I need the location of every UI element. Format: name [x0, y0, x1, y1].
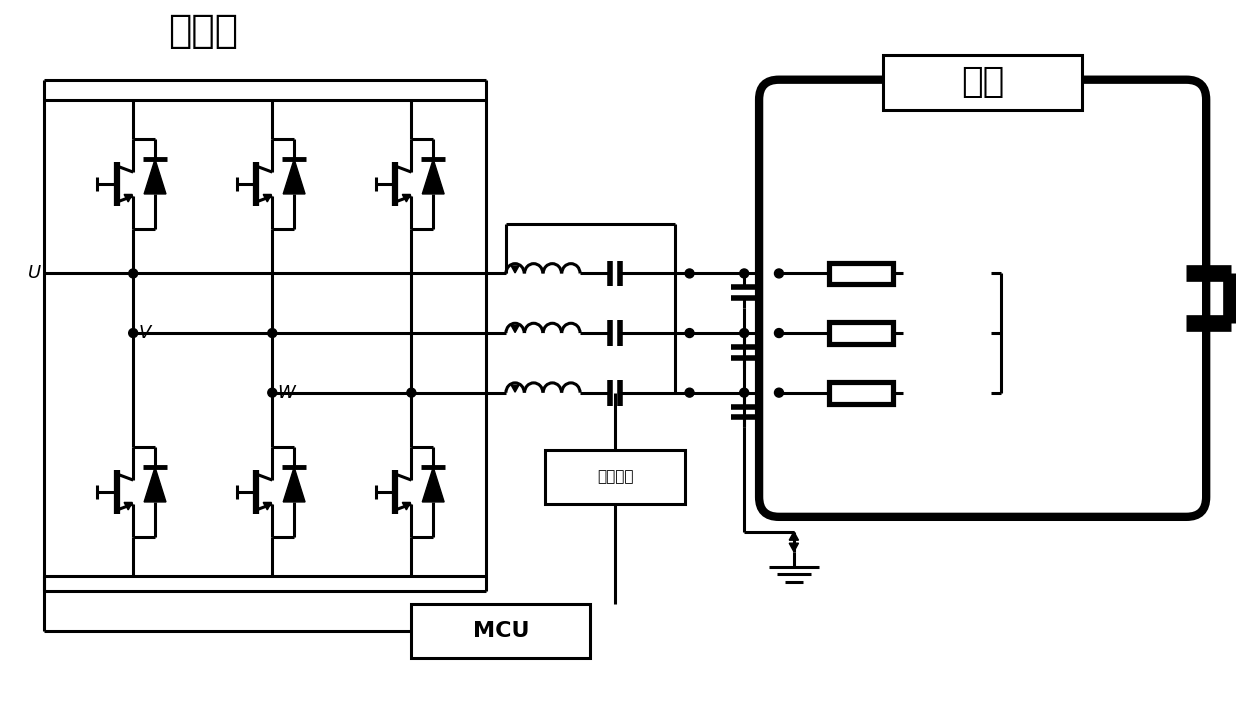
Text: V: V	[138, 324, 150, 342]
Polygon shape	[789, 543, 799, 551]
Circle shape	[684, 388, 694, 397]
Text: 电机: 电机	[961, 65, 1004, 99]
Polygon shape	[144, 159, 166, 194]
Circle shape	[775, 269, 784, 278]
Polygon shape	[124, 194, 133, 202]
Circle shape	[268, 329, 277, 337]
Polygon shape	[283, 467, 305, 502]
Polygon shape	[511, 326, 518, 332]
Polygon shape	[511, 266, 518, 273]
Polygon shape	[402, 194, 410, 202]
Text: U: U	[27, 264, 41, 282]
Polygon shape	[124, 503, 133, 510]
Polygon shape	[283, 159, 305, 194]
Bar	[828, 262, 893, 284]
Polygon shape	[789, 532, 799, 540]
Text: 传动装置: 传动装置	[596, 469, 634, 484]
Polygon shape	[263, 194, 272, 202]
Polygon shape	[423, 467, 444, 502]
Bar	[883, 55, 1083, 110]
Circle shape	[684, 269, 694, 278]
Bar	[546, 450, 684, 504]
Circle shape	[684, 329, 694, 337]
Bar	[828, 382, 893, 404]
Bar	[412, 604, 590, 658]
FancyBboxPatch shape	[759, 80, 1207, 517]
Circle shape	[129, 329, 138, 337]
Text: W: W	[278, 384, 295, 402]
Circle shape	[740, 388, 749, 397]
Polygon shape	[423, 159, 444, 194]
Circle shape	[268, 388, 277, 397]
Text: MCU: MCU	[472, 621, 529, 641]
Polygon shape	[263, 503, 272, 510]
Bar	[828, 322, 893, 344]
Polygon shape	[144, 467, 166, 502]
Circle shape	[775, 329, 784, 337]
Polygon shape	[402, 503, 410, 510]
Circle shape	[740, 269, 749, 278]
Circle shape	[740, 329, 749, 337]
Circle shape	[407, 388, 415, 397]
Polygon shape	[511, 385, 518, 392]
Text: 逆变器: 逆变器	[167, 12, 238, 50]
Circle shape	[775, 388, 784, 397]
Circle shape	[129, 269, 138, 278]
